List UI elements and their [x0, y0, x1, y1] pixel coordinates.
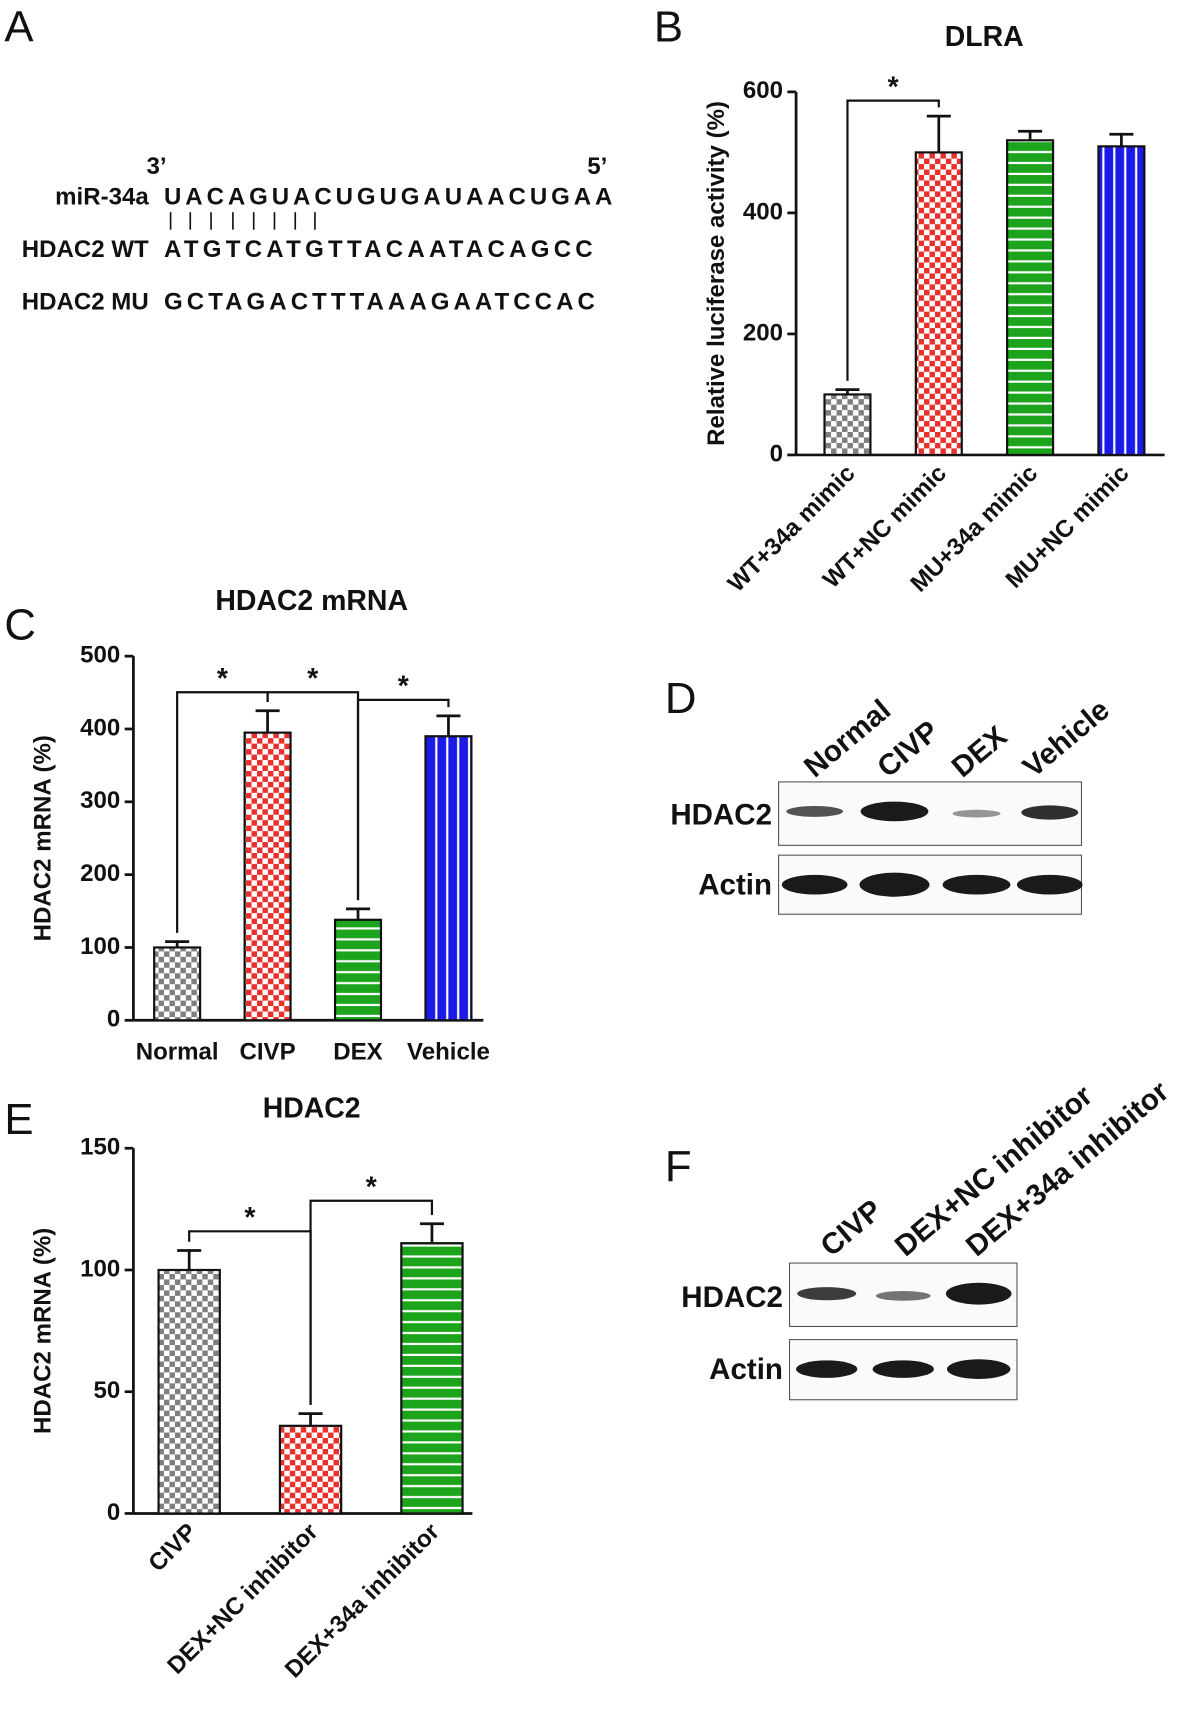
- seq: UACAGUACUGUGAUAACUGAA: [164, 184, 612, 211]
- bar: [400, 1242, 464, 1515]
- seq-name: HDAC2 WT: [22, 236, 149, 263]
- significance-label: *: [307, 663, 319, 695]
- seq: ATGTCATGTTACAATACAGCC: [164, 236, 593, 263]
- pairing-lines: [169, 212, 316, 230]
- bands: [796, 1282, 1012, 1379]
- panel-label: E: [4, 1095, 33, 1144]
- y-axis-label: Relative luciferase activity (%): [703, 101, 730, 446]
- y-tick-label: 0: [107, 1006, 120, 1033]
- bands: [781, 801, 1083, 897]
- y-tick-label: 600: [743, 77, 783, 104]
- bar: [914, 151, 963, 457]
- x-tick-label: Normal: [136, 1039, 219, 1066]
- error-bar: [835, 388, 860, 395]
- significance-label: *: [217, 663, 229, 695]
- x-tick-label: CIVP: [240, 1039, 296, 1066]
- y-tick-label: 0: [770, 440, 783, 467]
- bar: [278, 1424, 343, 1515]
- row-label: Actin: [709, 1353, 783, 1386]
- row-label: Actin: [698, 869, 772, 902]
- significance-bracket: [846, 99, 940, 381]
- panel-label: D: [665, 674, 697, 723]
- y-tick-label: 0: [107, 1499, 120, 1526]
- y-tick-label: 150: [80, 1134, 120, 1161]
- bar: [157, 1268, 221, 1515]
- error-bar: [436, 714, 461, 737]
- row-label: HDAC2: [681, 1281, 783, 1314]
- bar: [823, 393, 872, 457]
- end-label: 5’: [587, 153, 607, 180]
- bar: [243, 731, 292, 1022]
- lane-label: CIVP: [814, 1193, 888, 1263]
- seq-name: miR-34a: [55, 184, 149, 211]
- y-tick-label: 400: [80, 714, 120, 741]
- bar: [1097, 145, 1146, 457]
- significance-label: *: [366, 1171, 378, 1203]
- end-label: 3’: [147, 153, 167, 180]
- y-tick-label: 100: [80, 1255, 120, 1282]
- chart-title: HDAC2: [263, 1093, 361, 1125]
- y-tick-label: 400: [743, 198, 783, 225]
- y-tick-label: 500: [80, 642, 120, 669]
- bar: [1006, 139, 1055, 457]
- significance-label: *: [398, 671, 410, 703]
- panel-label: A: [4, 3, 34, 52]
- y-axis-label: HDAC2 mRNA (%): [29, 735, 56, 941]
- chart-title: HDAC2 mRNA: [215, 585, 408, 617]
- error-bar: [165, 940, 190, 948]
- error-bar: [177, 1249, 202, 1270]
- y-tick-label: 200: [80, 860, 120, 887]
- y-axis-label: HDAC2 mRNA (%): [29, 1228, 56, 1434]
- error-bar: [298, 1412, 323, 1426]
- significance-bracket: [309, 1199, 434, 1405]
- x-tick-label: Vehicle: [407, 1039, 490, 1066]
- lane-label: DEX: [946, 719, 1014, 783]
- bar: [424, 735, 473, 1022]
- y-tick-label: 50: [94, 1377, 121, 1404]
- error-bar: [926, 114, 951, 153]
- error-bar: [419, 1222, 444, 1244]
- significance-bracket: [356, 698, 450, 901]
- row-label: HDAC2: [670, 799, 772, 832]
- bar: [153, 946, 202, 1022]
- error-bar: [1109, 132, 1134, 147]
- bar: [333, 918, 383, 1022]
- x-tick-label: CIVP: [143, 1518, 202, 1577]
- chart-title: DLRA: [945, 21, 1024, 53]
- lane-label: Vehicle: [1017, 693, 1116, 784]
- panel-label: C: [4, 601, 36, 650]
- y-tick-label: 100: [80, 933, 120, 960]
- error-bar: [345, 907, 371, 920]
- panel-label: B: [654, 3, 683, 52]
- error-bar: [1018, 129, 1043, 141]
- error-bar: [255, 709, 280, 733]
- y-tick-label: 200: [743, 319, 783, 346]
- significance-label: *: [244, 1202, 256, 1234]
- panel-label: F: [665, 1142, 692, 1191]
- x-tick-label: DEX: [333, 1039, 382, 1066]
- seq: GCTAGACTTTAAAGAATCCAC: [164, 289, 595, 316]
- y-tick-label: 300: [80, 787, 120, 814]
- seq-name: HDAC2 MU: [22, 289, 149, 316]
- significance-label: *: [888, 71, 900, 103]
